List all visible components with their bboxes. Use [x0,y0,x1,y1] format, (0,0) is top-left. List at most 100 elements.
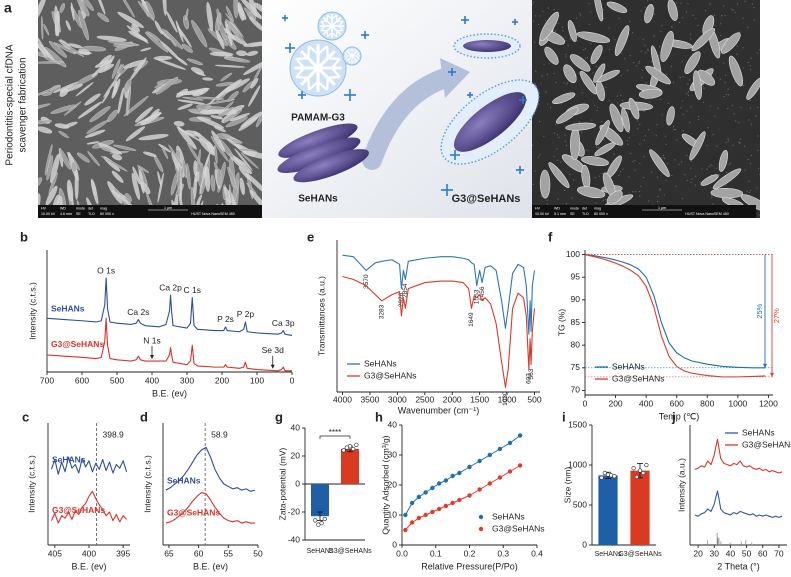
speckle [602,199,604,201]
flake [242,150,262,160]
reference-label: 398.9 [103,429,125,439]
flake [224,20,233,46]
speckle [564,134,566,136]
speckle [671,26,673,28]
flake [50,104,77,114]
branch [295,67,305,79]
x-axis-label: Temp (℃) [659,411,700,421]
x-tick-label: 0 [290,375,295,385]
peak-label: 1649 [468,312,475,327]
data-point [347,444,353,449]
flake [84,129,106,138]
speckle [663,157,666,160]
speckle [578,72,580,74]
speckle [608,27,610,29]
rod [614,25,630,56]
flake [196,116,225,129]
x-tick-label: 40 [726,548,736,558]
flake [233,0,239,19]
series-line [165,446,256,492]
speckle [653,7,655,9]
speckle [647,129,650,131]
x-axis-label: Relative Pressure(P/Po) [421,561,518,571]
speckle [624,58,626,60]
y-tick-label: 30 [388,449,398,459]
x-tick-label: 400 [639,398,653,408]
x-tick-label: 0.1 [430,548,442,558]
speckle [548,63,550,65]
speckle [558,136,560,138]
panel-letter: a [4,0,12,16]
speckle [687,83,689,85]
speckle [750,123,753,125]
speckle [594,104,596,107]
speckle [643,110,645,112]
speckle [759,173,760,176]
speckle [579,14,582,16]
data-point [416,494,422,500]
speckle [732,144,734,146]
speckle [546,103,549,105]
speckle [639,123,641,125]
branch [307,45,319,55]
speckle [739,141,741,144]
speckle [638,62,640,64]
data-point [477,458,482,464]
speckle [658,55,660,57]
flake [216,30,225,50]
speckle [584,57,587,59]
speckle [657,195,659,198]
peak-label: P 2p [237,309,255,319]
flake [86,120,109,134]
sem-image [532,0,760,218]
y-tick-label: 500 [573,499,587,509]
branch [323,25,333,35]
flake [136,112,163,124]
speckle [721,15,723,17]
speckle [553,132,555,134]
flake [66,179,74,202]
flake [126,25,149,44]
x-tick-label: SeHANs [307,548,334,555]
bar [311,484,329,517]
speckle [588,23,590,25]
rod [567,20,577,42]
speckle [709,3,711,5]
speckle [707,126,709,129]
flake [58,40,85,57]
speckle [681,100,684,102]
panel-letter: b [20,229,28,244]
rod [590,44,603,64]
speckle [726,171,728,173]
speckle [539,154,541,156]
flake [162,0,167,16]
flake [177,126,197,150]
speckle [742,47,744,49]
speckle [672,125,675,128]
info-header: det [88,206,93,210]
speckle [579,12,581,15]
branch [306,45,311,59]
flake [54,5,60,37]
flake [216,107,234,118]
info-header: mag [100,206,107,210]
data-point [423,512,428,518]
branch [295,75,309,80]
speckle [725,142,727,144]
branch [320,25,326,32]
series-line [50,456,128,475]
speckle [645,82,647,84]
speckle [749,64,751,67]
speckle [674,159,676,161]
data-point [507,469,513,474]
y-tick-label: 1500 [568,419,587,429]
speckle [580,131,583,133]
flake [68,43,83,49]
speckle [666,163,668,165]
speckle [537,156,540,158]
speckle [644,6,646,8]
flake [44,144,53,176]
speckle [553,8,555,11]
flake [38,61,65,64]
series-line [46,317,292,372]
